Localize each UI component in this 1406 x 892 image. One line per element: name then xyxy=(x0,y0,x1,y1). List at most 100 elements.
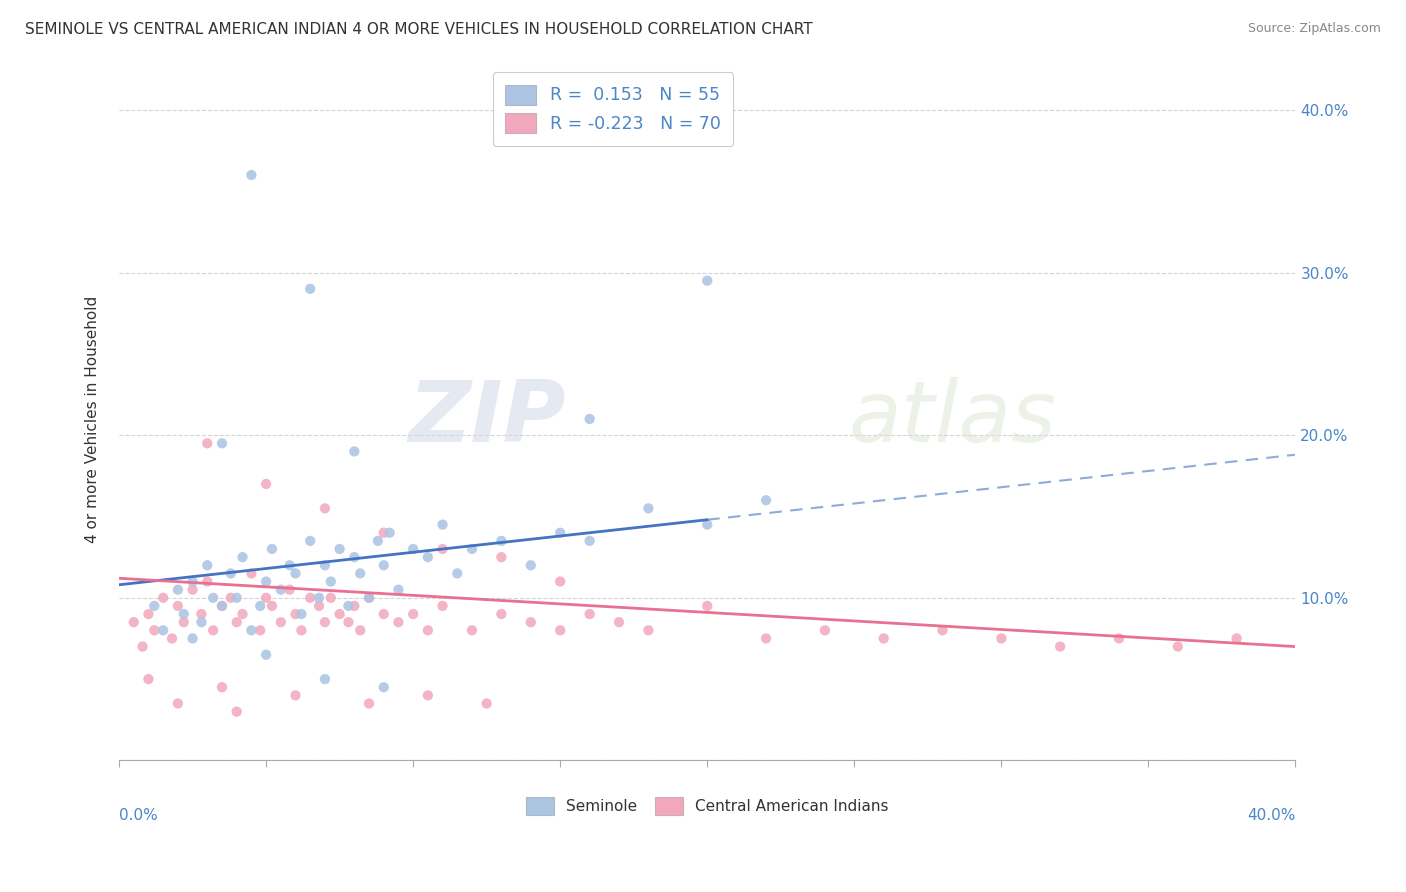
Y-axis label: 4 or more Vehicles in Household: 4 or more Vehicles in Household xyxy=(86,295,100,542)
Point xyxy=(357,591,380,605)
Point xyxy=(475,697,498,711)
Point xyxy=(696,274,718,288)
Point xyxy=(337,615,360,630)
Point xyxy=(329,607,352,621)
Point xyxy=(219,566,242,581)
Point xyxy=(314,501,336,516)
Point xyxy=(254,591,277,605)
Point xyxy=(284,689,307,703)
Point xyxy=(578,607,600,621)
Point xyxy=(167,697,190,711)
Point xyxy=(143,599,166,613)
Point xyxy=(270,582,292,597)
Point xyxy=(254,477,277,491)
Point xyxy=(308,591,330,605)
Point xyxy=(181,582,204,597)
Point xyxy=(211,680,233,694)
Point xyxy=(432,599,454,613)
Point xyxy=(343,550,366,565)
Point xyxy=(1108,632,1130,646)
Point xyxy=(290,624,312,638)
Point xyxy=(240,624,263,638)
Point xyxy=(160,632,183,646)
Point xyxy=(343,444,366,458)
Text: ZIP: ZIP xyxy=(409,377,567,460)
Point xyxy=(152,591,174,605)
Point xyxy=(202,624,225,638)
Text: Source: ZipAtlas.com: Source: ZipAtlas.com xyxy=(1247,22,1381,36)
Text: 40.0%: 40.0% xyxy=(1247,808,1295,823)
Point xyxy=(696,517,718,532)
Point xyxy=(696,599,718,613)
Point xyxy=(284,566,307,581)
Point xyxy=(520,558,543,573)
Point xyxy=(181,632,204,646)
Point xyxy=(548,574,571,589)
Point xyxy=(931,624,953,638)
Point xyxy=(190,607,212,621)
Point xyxy=(990,632,1012,646)
Point xyxy=(319,574,342,589)
Point xyxy=(755,493,778,508)
Point xyxy=(814,624,837,638)
Point xyxy=(461,541,484,556)
Point xyxy=(249,599,271,613)
Point xyxy=(755,632,778,646)
Text: 0.0%: 0.0% xyxy=(120,808,157,823)
Text: atlas: atlas xyxy=(848,377,1056,460)
Point xyxy=(578,412,600,426)
Point xyxy=(299,533,322,548)
Point xyxy=(314,672,336,686)
Point xyxy=(1049,640,1071,654)
Point xyxy=(491,607,513,621)
Point xyxy=(232,550,254,565)
Point xyxy=(329,541,352,556)
Point xyxy=(240,566,263,581)
Point xyxy=(432,517,454,532)
Point xyxy=(373,607,395,621)
Point xyxy=(416,624,439,638)
Point xyxy=(138,607,160,621)
Point xyxy=(1226,632,1249,646)
Point xyxy=(173,607,195,621)
Point xyxy=(181,574,204,589)
Point xyxy=(240,168,263,182)
Point xyxy=(152,624,174,638)
Point xyxy=(308,599,330,613)
Point xyxy=(373,525,395,540)
Point xyxy=(578,533,600,548)
Point xyxy=(131,640,153,654)
Point xyxy=(278,582,301,597)
Point xyxy=(195,574,218,589)
Point xyxy=(190,615,212,630)
Point xyxy=(260,599,283,613)
Point xyxy=(260,541,283,556)
Point xyxy=(367,533,389,548)
Point xyxy=(219,591,242,605)
Point xyxy=(225,615,247,630)
Point xyxy=(548,525,571,540)
Point xyxy=(373,558,395,573)
Point xyxy=(195,436,218,450)
Point xyxy=(138,672,160,686)
Point xyxy=(637,624,659,638)
Point xyxy=(270,615,292,630)
Point xyxy=(173,615,195,630)
Point xyxy=(232,607,254,621)
Point xyxy=(314,615,336,630)
Point xyxy=(432,541,454,556)
Text: SEMINOLE VS CENTRAL AMERICAN INDIAN 4 OR MORE VEHICLES IN HOUSEHOLD CORRELATION : SEMINOLE VS CENTRAL AMERICAN INDIAN 4 OR… xyxy=(25,22,813,37)
Point xyxy=(299,282,322,296)
Point xyxy=(211,599,233,613)
Point xyxy=(402,541,425,556)
Point xyxy=(343,599,366,613)
Point xyxy=(446,566,468,581)
Point xyxy=(254,574,277,589)
Point xyxy=(637,501,659,516)
Point xyxy=(520,615,543,630)
Point xyxy=(254,648,277,662)
Point xyxy=(143,624,166,638)
Point xyxy=(225,705,247,719)
Point xyxy=(349,566,371,581)
Point xyxy=(357,697,380,711)
